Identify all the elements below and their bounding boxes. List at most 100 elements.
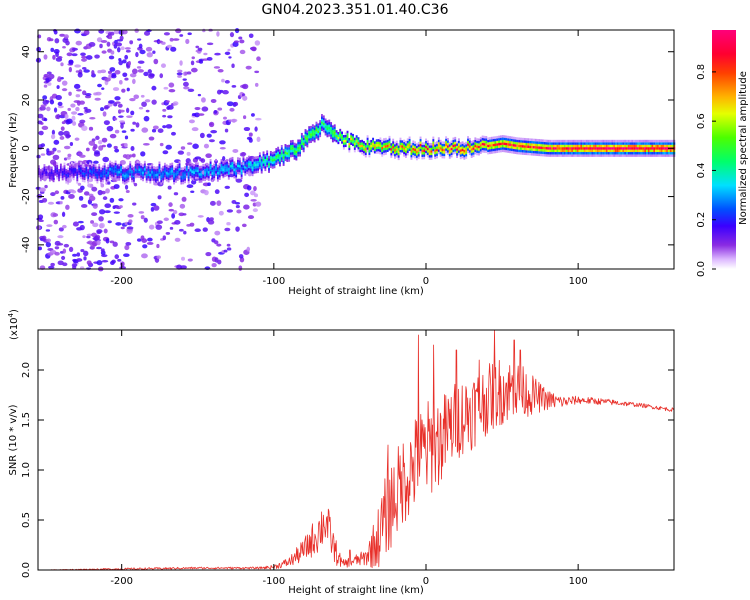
spectrogram-cell <box>250 46 257 52</box>
spectrogram-cell <box>143 175 146 178</box>
spectrogram-cell <box>636 149 639 153</box>
spectrogram-cell <box>254 70 260 74</box>
spectrogram-cell <box>498 140 501 144</box>
spectrogram-cell <box>324 123 327 126</box>
spectrogram-cell <box>373 148 376 152</box>
spectrogram-cell <box>366 142 369 145</box>
spectrogram-cell <box>211 172 214 175</box>
spectrogram-cell <box>205 167 208 171</box>
spectrogram-cell <box>465 146 468 150</box>
spectrogram-cell <box>452 151 455 155</box>
spectrogram-cell <box>408 146 411 149</box>
spectrogram-cell <box>598 144 601 148</box>
spectrogram-cell <box>642 144 645 148</box>
spectrogram-cell <box>213 168 216 171</box>
spectrogram-cell <box>541 149 544 152</box>
spectrogram-cell <box>563 144 566 148</box>
spectrogram-cell <box>178 168 181 171</box>
spectrogram-cell <box>38 172 40 176</box>
spectrogram-cell <box>218 210 224 216</box>
spectrogram-cell <box>505 147 508 151</box>
spectrogram-cell <box>79 100 85 105</box>
spectrogram-cell <box>436 143 438 147</box>
spectrogram-cell <box>131 179 134 183</box>
spectrogram-cell <box>43 117 48 122</box>
spectrogram-cell <box>250 198 257 202</box>
spectrogram-cell <box>404 152 407 156</box>
spectrogram-cell <box>580 151 583 155</box>
spectrogram-cell <box>348 137 351 141</box>
spectrogram-cell <box>461 151 464 154</box>
spectrogram-cell <box>596 151 599 155</box>
spectrogram-cell <box>53 219 59 225</box>
spectrogram-cell <box>168 208 175 212</box>
spectrogram-cell <box>66 118 73 124</box>
spectrogram-cell <box>187 168 190 172</box>
spectrogram-cell <box>171 167 174 171</box>
spectrogram-cell <box>439 154 442 157</box>
spectrogram-cell <box>436 146 438 149</box>
spectrogram-cell <box>187 142 193 145</box>
spectrogram-cell <box>593 147 595 150</box>
spectrogram-cell <box>594 154 597 157</box>
spectrogram-cell <box>226 161 228 165</box>
spectrogram-cell <box>273 165 276 169</box>
spectrogram-cell <box>490 139 493 142</box>
spectrogram-cell <box>110 50 115 55</box>
spectrogram-cell <box>165 169 168 172</box>
spectrogram-cell <box>131 167 134 171</box>
spectrogram-cell <box>54 170 57 174</box>
spectrogram-cell <box>428 150 431 153</box>
spectrogram-cell <box>130 145 135 152</box>
spectrogram-cell <box>90 178 93 181</box>
spectrogram-cell <box>454 141 457 145</box>
spectrogram-cell <box>658 149 661 153</box>
spectrogram-cell <box>487 149 490 152</box>
spectrogram-cell <box>202 175 205 179</box>
spectrogram-cell <box>499 145 502 148</box>
spectrogram-cell <box>244 168 247 171</box>
spectrogram-cell <box>669 142 672 145</box>
spectrogram-cell <box>127 214 134 218</box>
spectrogram-cell <box>160 177 163 180</box>
spectrogram-cell <box>291 142 294 145</box>
spectrogram-cell <box>379 142 382 145</box>
spectrogram-cell <box>189 161 192 165</box>
spectrogram-cell <box>446 147 449 151</box>
spectrogram-cell <box>297 149 300 152</box>
spectrogram-cell <box>496 135 499 139</box>
spectrogram-cell <box>461 141 464 144</box>
spectrogram-cell <box>317 130 320 134</box>
spectrogram-cell <box>231 168 234 172</box>
spectrogram-cell <box>372 144 375 148</box>
spectrogram-cell <box>293 154 296 158</box>
spectrogram-cell <box>470 152 473 156</box>
spectrogram-cell <box>459 156 462 160</box>
spectrogram-cell <box>74 168 77 172</box>
spectrogram-cell <box>361 139 364 143</box>
spectrogram-cell <box>132 78 136 85</box>
spectrogram-cell <box>90 220 95 224</box>
spectrogram-cell <box>598 154 601 157</box>
spectrogram-cell <box>583 139 586 143</box>
spectrogram-cell <box>62 224 67 229</box>
spectrogram-cell <box>417 149 420 152</box>
spectrogram-cell <box>572 151 575 155</box>
spectrogram-cell <box>629 151 632 155</box>
spectrogram-cell <box>622 147 625 150</box>
spectrogram-cell <box>552 142 555 145</box>
spectrogram-cell <box>341 131 343 135</box>
spectrogram-cell <box>512 139 515 142</box>
spectrogram-cell <box>83 29 90 36</box>
spectrogram-cell <box>543 139 546 143</box>
spectrogram-cell <box>188 119 195 124</box>
spectrogram-cell <box>499 147 502 150</box>
spectrogram-cell <box>65 133 71 139</box>
spectrogram-cell <box>95 91 102 96</box>
spectrogram-cell <box>370 144 373 148</box>
spectrogram-cell <box>198 168 201 171</box>
spectrogram-cell <box>306 144 309 148</box>
spectrogram-cell <box>297 144 300 147</box>
spectrogram-cell <box>516 151 519 155</box>
spectrogram-cell <box>279 156 281 160</box>
